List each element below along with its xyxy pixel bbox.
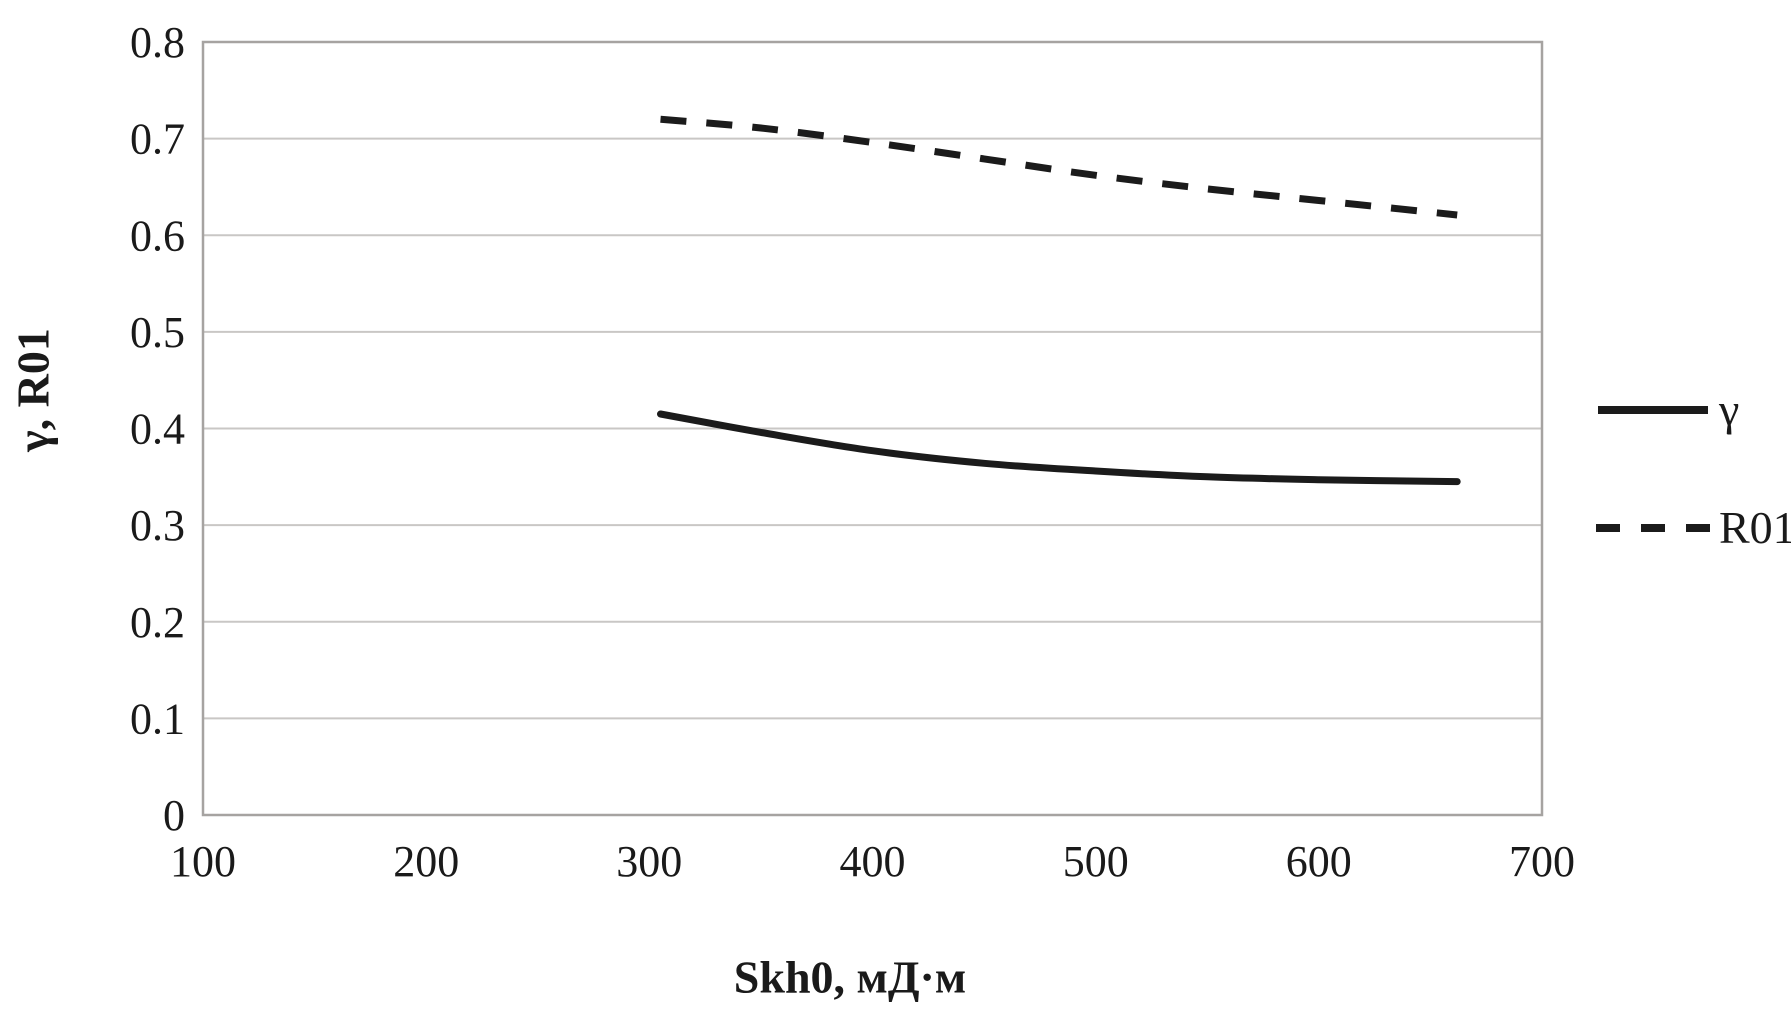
x-tick-label-200: 200 xyxy=(393,837,459,886)
x-tick-label-100: 100 xyxy=(170,837,236,886)
legend-item-gamma: γ xyxy=(1595,382,1739,438)
legend-label-r01: R01 xyxy=(1719,502,1791,553)
y-tick-label-0.5: 0.5 xyxy=(130,308,185,357)
legend-item-r01: R01 xyxy=(1595,500,1791,556)
y-tick-label-0.2: 0.2 xyxy=(130,598,185,647)
x-tick-label-300: 300 xyxy=(616,837,682,886)
series-line-gamma xyxy=(657,410,1461,486)
y-tick-label-0.6: 0.6 xyxy=(130,211,185,260)
y-tick-label-0.1: 0.1 xyxy=(130,694,185,743)
y-tick-label-0: 0 xyxy=(163,791,185,840)
x-tick-label-600: 600 xyxy=(1286,837,1352,886)
x-tick-label-500: 500 xyxy=(1063,837,1129,886)
legend-dashed-line-sample xyxy=(1596,524,1710,532)
y-tick-label-0.4: 0.4 xyxy=(130,405,185,454)
y-tick-label-0.3: 0.3 xyxy=(130,501,185,550)
plot-frame xyxy=(201,40,1544,817)
y-tick-label-0.8: 0.8 xyxy=(130,18,185,67)
y-axis-title: γ, R01 xyxy=(7,328,59,452)
legend-label-gamma: γ xyxy=(1719,384,1740,435)
x-tick-label-700: 700 xyxy=(1509,837,1575,886)
x-tick-label-400: 400 xyxy=(840,837,906,886)
legend-solid-line-sample xyxy=(1598,406,1708,414)
x-axis-title: Skh0, мД·м xyxy=(733,951,967,1003)
y-tick-label-0.7: 0.7 xyxy=(130,115,185,164)
series-line-r01 xyxy=(660,115,1458,219)
